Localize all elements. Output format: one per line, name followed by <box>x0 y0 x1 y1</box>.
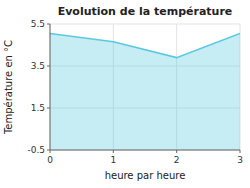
y-grid-line <box>50 150 240 151</box>
x-tick <box>240 150 241 153</box>
title: Evolution de la température <box>58 5 233 18</box>
y-tick <box>47 150 50 151</box>
grid <box>50 24 240 150</box>
x-axis-label: heure par heure <box>105 170 186 181</box>
y-tick-label: 5.5 <box>31 19 45 29</box>
x-tick <box>176 150 177 153</box>
x-tick <box>113 150 114 153</box>
area-fill <box>50 33 240 150</box>
y-axis-line <box>50 24 51 150</box>
y-tick-label: 1.5 <box>31 103 45 113</box>
x-axis-line <box>50 150 240 151</box>
axes: 0 1 2 3 -0.5 1.5 3.5 5.5 <box>27 19 242 165</box>
x-tick-label: 3 <box>237 155 243 165</box>
x-grid-line <box>50 24 51 150</box>
y-tick-label: -0.5 <box>27 145 45 155</box>
y-tick-label: 3.5 <box>31 61 45 71</box>
x-tick-label: 0 <box>47 155 53 165</box>
x-tick-label: 1 <box>110 155 116 165</box>
line <box>50 33 240 57</box>
chart: 0 1 2 3 -0.5 1.5 3.5 5.5 Evolution de la tempéra… <box>0 0 250 188</box>
x-tick-label: 2 <box>174 155 180 165</box>
y-grid-line <box>50 24 240 25</box>
y-tick <box>47 108 50 109</box>
y-tick <box>47 66 50 67</box>
y-tick <box>47 24 50 25</box>
chart-container: 0 1 2 3 -0.5 1.5 3.5 5.5 Evolution de la tempéra… <box>0 0 250 188</box>
plot-area <box>50 33 240 150</box>
y-axis-label: Température en °C <box>3 40 14 135</box>
